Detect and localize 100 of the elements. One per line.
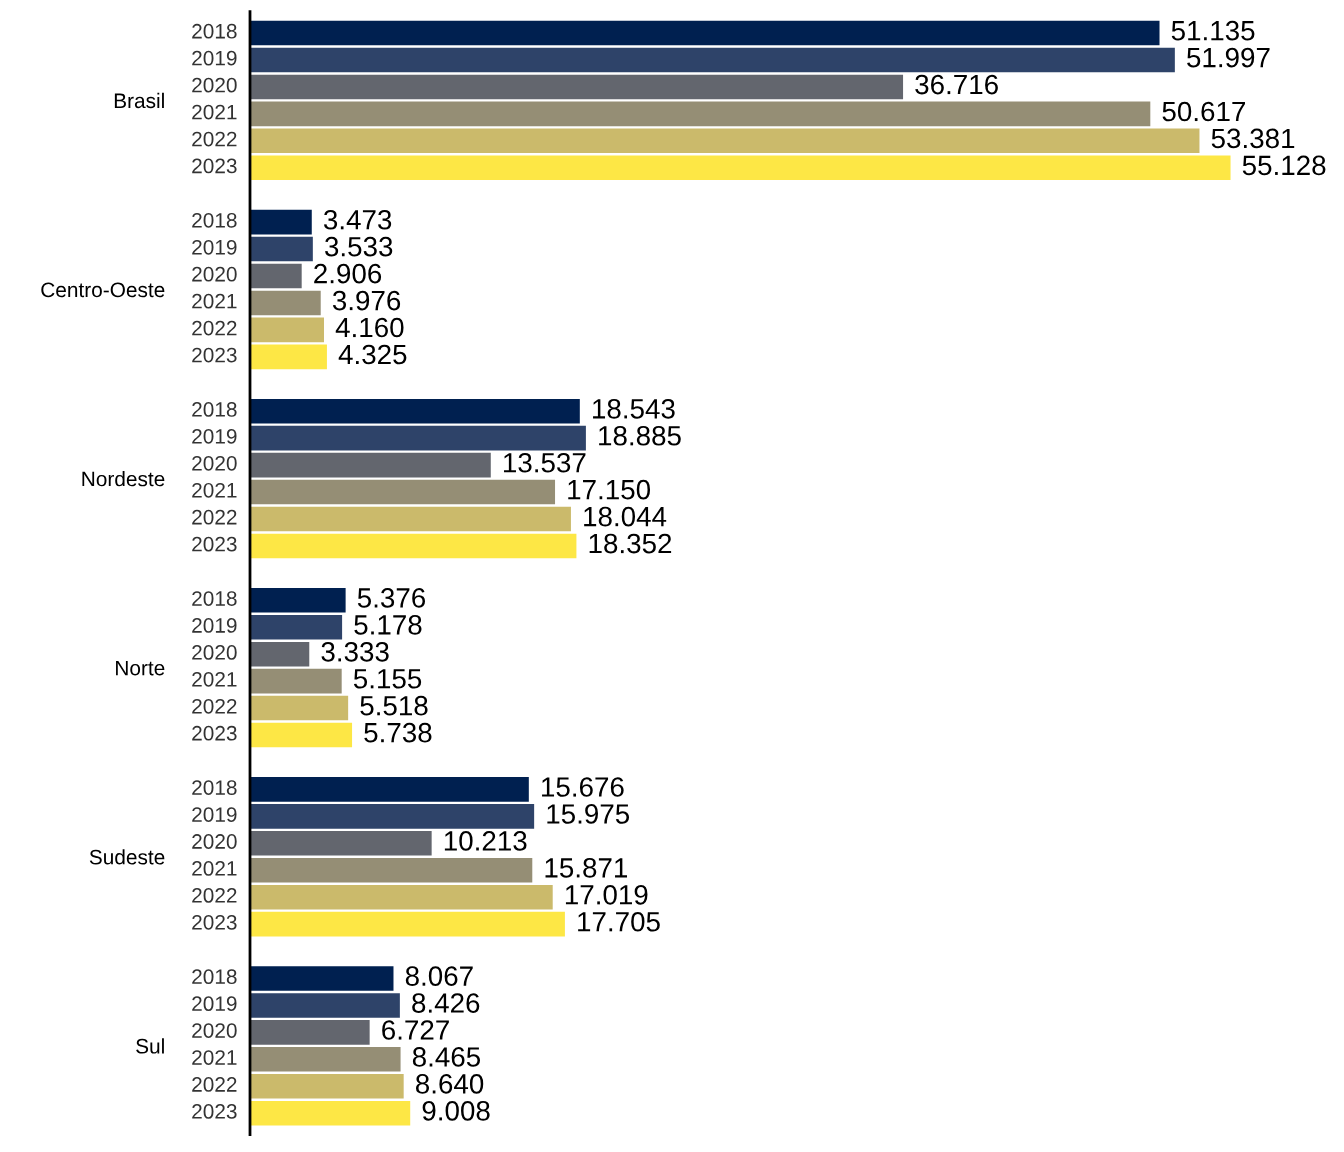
- bar: [250, 479, 556, 505]
- data-label: 15.871: [545, 858, 628, 878]
- text: 2018: [192, 969, 237, 985]
- data-label: 17.150: [568, 479, 651, 500]
- bar: [250, 533, 577, 559]
- text: 2019: [192, 807, 237, 822]
- bar: [250, 452, 491, 478]
- series-label: 2020: [192, 77, 237, 93]
- data-label: 53.381: [1211, 128, 1295, 149]
- data-label: 13.537: [504, 452, 586, 473]
- data-label: 8.067: [405, 966, 473, 986]
- bar: [250, 966, 394, 991]
- data-label: 3.333: [321, 641, 389, 662]
- bar: [250, 344, 327, 370]
- bar: [250, 1020, 370, 1045]
- data-label: 5.518: [360, 695, 428, 716]
- y-tick-label: Brasil: [114, 92, 164, 109]
- text: 2020: [192, 266, 237, 282]
- bar: [250, 641, 310, 667]
- text: 2022: [192, 509, 237, 525]
- data-label: 3.473: [323, 209, 392, 230]
- bar: [250, 209, 312, 235]
- bar: [250, 74, 904, 100]
- bar: [250, 857, 533, 883]
- data-label: 17.705: [578, 911, 660, 932]
- data-label: 2.906: [314, 263, 382, 284]
- data-label: 3.533: [325, 236, 393, 257]
- bar: [250, 1100, 411, 1126]
- data-label: 5.155: [353, 669, 422, 689]
- text: 2021: [192, 861, 237, 876]
- data-label: 36.716: [915, 74, 998, 95]
- data-label: 17.019: [565, 884, 648, 905]
- text: 2023: [192, 347, 237, 363]
- bar: [250, 101, 1151, 127]
- bar: [250, 777, 529, 802]
- bar: [250, 695, 349, 721]
- text: 2023: [192, 725, 237, 741]
- text: 2023: [192, 1104, 237, 1119]
- data-label: 8.465: [412, 1047, 481, 1067]
- text: 2018: [192, 212, 237, 228]
- series-label: 2018: [192, 23, 237, 39]
- text: 2021: [192, 482, 237, 498]
- data-label: 3.976: [332, 290, 401, 311]
- bar: [250, 155, 1231, 181]
- data-label: 18.543: [593, 399, 675, 419]
- text: 2022: [192, 1077, 237, 1092]
- text: 2020: [192, 834, 237, 849]
- bar: [250, 668, 342, 694]
- bar: [250, 317, 324, 343]
- data-label: 6.727: [382, 1020, 449, 1040]
- text: 2020: [192, 645, 237, 660]
- bar: [250, 506, 571, 532]
- bar: [250, 722, 353, 748]
- bar: [250, 47, 1175, 73]
- text: 2023: [192, 536, 237, 552]
- data-label: 51.997: [1187, 47, 1270, 68]
- data-label: 15.676: [542, 777, 624, 797]
- data-label: 8.640: [415, 1074, 484, 1094]
- data-label: 55.128: [1242, 155, 1326, 176]
- y-tick-label: Centro-Oeste: [41, 282, 165, 298]
- data-label: 18.352: [589, 533, 672, 554]
- text: 2019: [192, 429, 237, 444]
- data-label: 50.617: [1162, 101, 1245, 122]
- text: 2021: [192, 671, 237, 687]
- text: 2023: [192, 914, 237, 930]
- bar: [250, 1047, 401, 1072]
- bar: [250, 290, 321, 316]
- data-label: 5.178: [354, 615, 422, 635]
- text: 2019: [192, 618, 237, 633]
- text: 2022: [192, 320, 237, 336]
- text: 2018: [192, 591, 237, 606]
- series-label: 2019: [192, 50, 237, 66]
- data-label: 8.426: [412, 993, 480, 1013]
- bar: [250, 398, 580, 424]
- bar: [250, 1073, 404, 1099]
- text: 2021: [192, 293, 237, 309]
- text: 2019: [192, 996, 237, 1012]
- data-label: 4.325: [338, 344, 407, 365]
- series-label: 2022: [192, 131, 237, 147]
- bar: [250, 425, 586, 451]
- bar: [250, 804, 535, 829]
- y-tick-label: Sudeste: [89, 849, 165, 865]
- bar: [250, 236, 313, 262]
- data-label: 9.008: [422, 1101, 490, 1121]
- bar: [250, 830, 432, 856]
- text: 2022: [192, 698, 237, 714]
- data-label: 15.975: [547, 804, 630, 824]
- data-label: 51.135: [1171, 20, 1255, 41]
- text: 2019: [192, 239, 237, 255]
- series-label: 2021: [192, 104, 237, 120]
- data-label: 10.213: [444, 831, 527, 851]
- text: 2021: [192, 1050, 237, 1065]
- text: 2020: [192, 455, 237, 471]
- bar: [250, 263, 302, 289]
- y-tick-label: Sul: [136, 1038, 164, 1054]
- bar: [250, 128, 1200, 154]
- y-tick-label: Norte: [116, 660, 165, 676]
- text: 2022: [192, 888, 237, 903]
- data-label: 18.885: [599, 425, 681, 446]
- bar: [250, 20, 1160, 46]
